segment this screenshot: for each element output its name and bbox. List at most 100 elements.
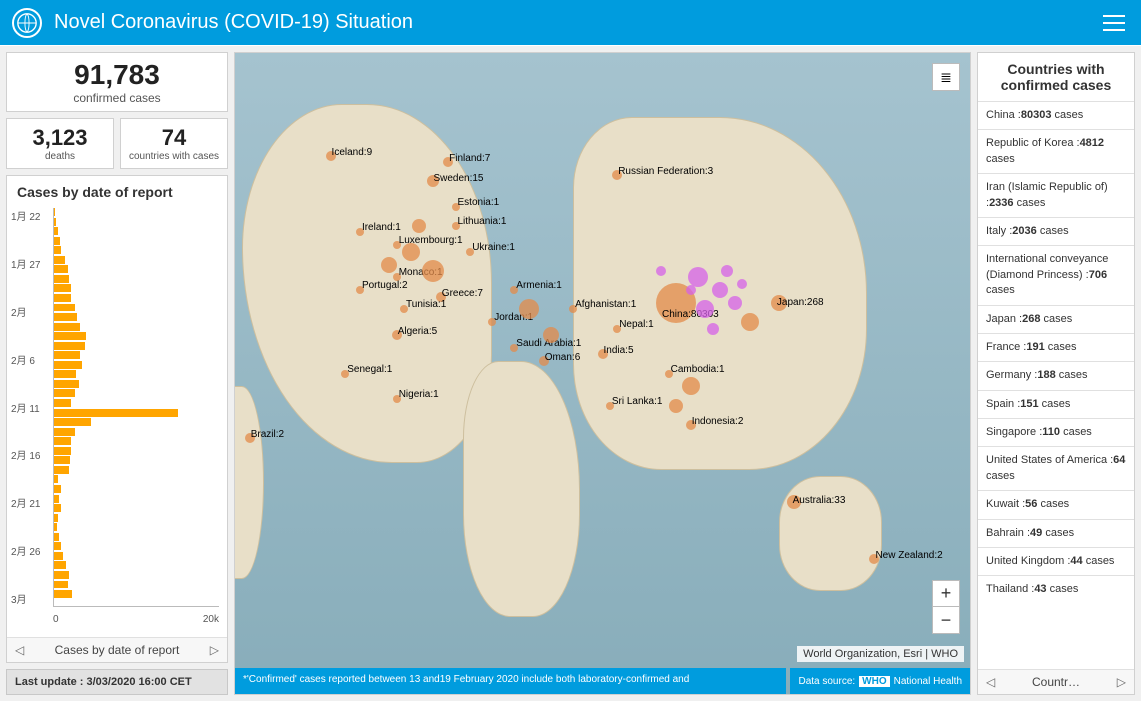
country-prev-button[interactable]: ◁ bbox=[986, 675, 995, 689]
chart-prev-button[interactable]: ◁ bbox=[15, 643, 24, 657]
map-point[interactable]: Portugal:2 bbox=[356, 286, 364, 294]
map-point[interactable]: Oman:6 bbox=[539, 356, 549, 366]
map-dot-icon bbox=[412, 219, 426, 233]
map-point[interactable]: Saudi Arabia:1 bbox=[510, 344, 518, 352]
country-list-item[interactable]: United States of America :64 cases bbox=[978, 446, 1134, 490]
chart-bar bbox=[54, 294, 71, 302]
country-list-item[interactable]: Republic of Korea :4812 cases bbox=[978, 129, 1134, 173]
map-point[interactable]: Lithuania:1 bbox=[452, 222, 460, 230]
map-landmass bbox=[779, 476, 882, 591]
map-point[interactable] bbox=[543, 327, 559, 343]
map-point[interactable]: Luxembourg:1 bbox=[393, 241, 401, 249]
map-point[interactable]: Australia:33 bbox=[787, 495, 801, 509]
map-point[interactable]: Iceland:9 bbox=[326, 151, 336, 161]
stat-confirmed: 91,783 confirmed cases bbox=[6, 52, 228, 112]
map-point[interactable]: Ukraine:1 bbox=[466, 248, 474, 256]
chart-bar bbox=[54, 237, 60, 245]
y-axis-label: 3月 bbox=[11, 591, 27, 606]
map-point[interactable]: Russian Federation:3 bbox=[612, 170, 622, 180]
chart-bar bbox=[54, 409, 178, 417]
map-point[interactable]: Afghanistan:1 bbox=[569, 305, 577, 313]
country-next-button[interactable]: ▷ bbox=[1117, 675, 1126, 689]
map-point[interactable]: Armenia:1 bbox=[510, 286, 518, 294]
country-list-item[interactable]: China :80303 cases bbox=[978, 101, 1134, 129]
map[interactable]: Iceland:9 Finland:7 Sweden:15 Estonia:1 Lith… bbox=[234, 52, 971, 695]
country-list-item[interactable]: Italy :2036 cases bbox=[978, 217, 1134, 245]
map-point[interactable] bbox=[728, 296, 742, 310]
map-point[interactable]: Nepal:1 bbox=[613, 325, 621, 333]
map-point[interactable]: Sweden:15 bbox=[427, 175, 439, 187]
y-axis-label: 2月 21 bbox=[11, 495, 40, 510]
map-layers-button[interactable]: ≣ bbox=[932, 63, 960, 91]
map-point[interactable] bbox=[686, 285, 696, 295]
map-point[interactable]: India:5 bbox=[598, 349, 608, 359]
map-point[interactable] bbox=[412, 219, 426, 233]
country-list-item[interactable]: Thailand :43 cases bbox=[978, 575, 1134, 603]
country-list[interactable]: China :80303 casesRepublic of Korea :481… bbox=[978, 101, 1134, 669]
map-point[interactable] bbox=[381, 257, 397, 273]
header: Novel Coronavirus (COVID-19) Situation bbox=[0, 0, 1141, 46]
map-point[interactable]: Senegal:1 bbox=[341, 370, 349, 378]
country-list-item[interactable]: Singapore :110 cases bbox=[978, 418, 1134, 446]
country-list-item[interactable]: Iran (Islamic Republic of) :2336 cases bbox=[978, 173, 1134, 217]
chart-bar bbox=[54, 389, 75, 397]
map-point[interactable]: Indonesia:2 bbox=[686, 420, 696, 430]
map-point[interactable]: Estonia:1 bbox=[452, 203, 460, 211]
map-point[interactable]: Japan:268 bbox=[771, 295, 787, 311]
chart-pager-text: Cases by date of report bbox=[55, 643, 180, 657]
map-dot-icon bbox=[696, 300, 714, 318]
map-point[interactable]: Finland:7 bbox=[443, 157, 453, 167]
map-point-label: Indonesia:2 bbox=[692, 416, 744, 427]
map-point[interactable] bbox=[721, 265, 733, 277]
map-point[interactable] bbox=[737, 279, 747, 289]
map-point[interactable] bbox=[707, 323, 719, 335]
map-point[interactable]: New Zealand:2 bbox=[869, 554, 879, 564]
map-point-label: Senegal:1 bbox=[347, 364, 392, 375]
country-list-item[interactable]: France :191 cases bbox=[978, 333, 1134, 361]
map-point[interactable]: Cambodia:1 bbox=[665, 370, 673, 378]
y-axis-label: 2月 16 bbox=[11, 447, 40, 462]
map-point[interactable] bbox=[682, 377, 700, 395]
zoom-in-button[interactable]: + bbox=[933, 581, 959, 607]
country-pager-text: Countr… bbox=[1032, 675, 1080, 689]
menu-button[interactable] bbox=[1099, 8, 1129, 38]
chart-next-button[interactable]: ▷ bbox=[210, 643, 219, 657]
map-point[interactable]: Tunisia:1 bbox=[400, 305, 408, 313]
country-list-item[interactable]: United Kingdom :44 cases bbox=[978, 547, 1134, 575]
map-point-label: Australia:33 bbox=[793, 495, 846, 506]
map-point[interactable] bbox=[669, 399, 683, 413]
map-point[interactable] bbox=[519, 299, 539, 319]
map-point[interactable]: Jordan:1 bbox=[488, 318, 496, 326]
map-point[interactable] bbox=[712, 282, 728, 298]
map-point[interactable]: Algeria:5 bbox=[392, 330, 402, 340]
zoom-out-button[interactable]: − bbox=[933, 607, 959, 633]
country-list-item[interactable]: Spain :151 cases bbox=[978, 390, 1134, 418]
map-point-label: Russian Federation:3 bbox=[618, 166, 713, 177]
map-point[interactable]: Ireland:1 bbox=[356, 228, 364, 236]
map-point-label: Ireland:1 bbox=[362, 222, 401, 233]
country-list-item[interactable]: Kuwait :56 cases bbox=[978, 490, 1134, 518]
chart-pager: ◁ Cases by date of report ▷ bbox=[7, 637, 227, 662]
map-point[interactable] bbox=[696, 300, 714, 318]
country-list-item[interactable]: Japan :268 cases bbox=[978, 305, 1134, 333]
map-point-label: Lithuania:1 bbox=[458, 216, 507, 227]
map-dot-icon bbox=[686, 285, 696, 295]
map-point[interactable] bbox=[422, 260, 444, 282]
map-point[interactable] bbox=[741, 313, 759, 331]
map-point[interactable]: Sri Lanka:1 bbox=[606, 402, 614, 410]
map-point-label: Cambodia:1 bbox=[671, 364, 725, 375]
map-point[interactable] bbox=[656, 266, 666, 276]
map-point-label: Tunisia:1 bbox=[406, 299, 446, 310]
chart-bar bbox=[54, 466, 69, 474]
map-point[interactable]: Brazil:2 bbox=[245, 433, 255, 443]
map-point-label: India:5 bbox=[604, 345, 634, 356]
map-dot-icon bbox=[707, 323, 719, 335]
map-point[interactable] bbox=[402, 243, 420, 261]
chart-bar bbox=[54, 552, 63, 560]
country-list-item[interactable]: Germany :188 cases bbox=[978, 361, 1134, 389]
chart-bar bbox=[54, 265, 68, 273]
country-list-item[interactable]: International conveyance (Diamond Prince… bbox=[978, 245, 1134, 304]
map-point[interactable]: Nigeria:1 bbox=[393, 395, 401, 403]
right-column: Countries with confirmed cases China :80… bbox=[977, 52, 1135, 695]
country-list-item[interactable]: Bahrain :49 cases bbox=[978, 519, 1134, 547]
